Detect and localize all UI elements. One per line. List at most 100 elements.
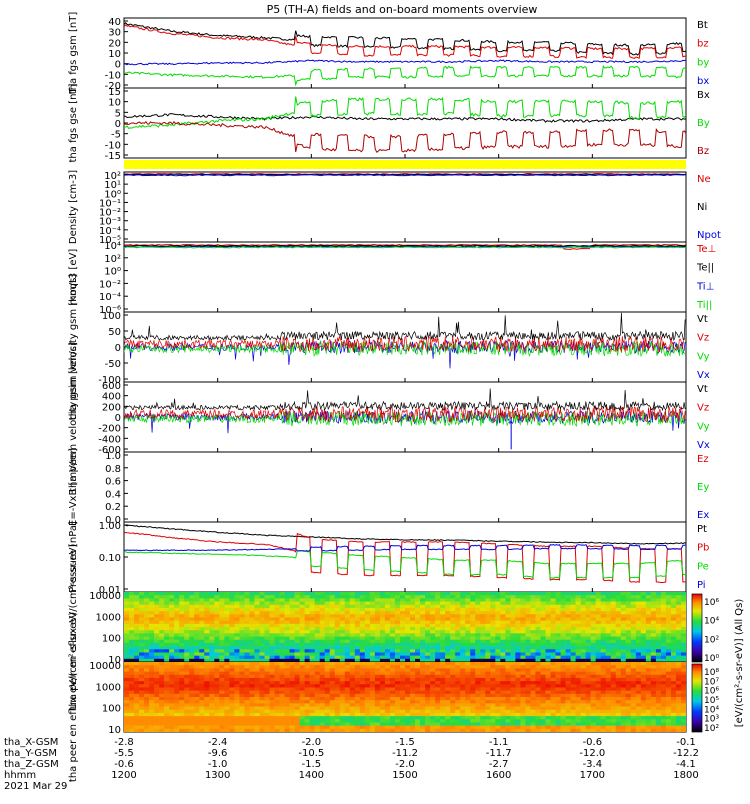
heatmap-cell [586, 668, 591, 671]
heatmap-cell [530, 691, 535, 694]
heatmap-cell [370, 652, 375, 655]
heatmap-cell [636, 624, 641, 627]
heatmap-cell [179, 605, 184, 608]
heatmap-cell [375, 652, 380, 655]
heatmap-cell [561, 595, 566, 598]
y-tick-label: 100 [102, 704, 121, 715]
heatmap-cell [164, 668, 169, 671]
heatmap-cell [415, 665, 420, 668]
heatmap-cell [510, 694, 515, 697]
heatmap-cell [350, 710, 355, 713]
heatmap-cell [556, 722, 561, 725]
heatmap-cell [199, 656, 204, 659]
heatmap-cell [169, 652, 174, 655]
heatmap-cell [360, 672, 365, 675]
heatmap-cell [666, 649, 671, 652]
heatmap-cell [335, 614, 340, 617]
heatmap-cell [209, 595, 214, 598]
heatmap-cell [500, 716, 505, 719]
heatmap-cell [209, 598, 214, 601]
heatmap-cell [435, 668, 440, 671]
heatmap-cell [525, 602, 530, 605]
heatmap-cell [485, 681, 490, 684]
heatmap-cell [435, 691, 440, 694]
heatmap-cell [666, 605, 671, 608]
heatmap-cell [420, 678, 425, 681]
y-tick-label: 0.8 [105, 464, 121, 475]
heatmap-cell [616, 627, 621, 630]
heatmap-cell [169, 621, 174, 624]
heatmap-cell [259, 710, 264, 713]
heatmap-cell [621, 598, 626, 601]
heatmap-cell [606, 694, 611, 697]
heatmap-cell [581, 665, 586, 668]
heatmap-cell [551, 656, 556, 659]
heatmap-cell [365, 640, 370, 643]
heatmap-cell [485, 640, 490, 643]
heatmap-cell [340, 643, 345, 646]
heatmap-cell [525, 598, 530, 601]
heatmap-cell [445, 617, 450, 620]
heatmap-cell [234, 592, 239, 595]
heatmap-cell [249, 675, 254, 678]
heatmap-cell [199, 681, 204, 684]
heatmap-cell [430, 646, 435, 649]
heatmap-cell [174, 633, 179, 636]
heatmap-cell [646, 605, 651, 608]
heatmap-cell [546, 637, 551, 640]
heatmap-cell [244, 640, 249, 643]
heatmap-cell [651, 630, 656, 633]
heatmap-cell [535, 621, 540, 624]
heatmap-cell [335, 611, 340, 614]
heatmap-cell [124, 675, 129, 678]
heatmap-cell [365, 703, 370, 706]
heatmap-cell [440, 633, 445, 636]
heatmap-cell [330, 630, 335, 633]
heatmap-cell [490, 729, 495, 732]
heatmap-cell [174, 681, 179, 684]
heatmap-cell [606, 710, 611, 713]
heatmap-cell [124, 691, 129, 694]
heatmap-cell [270, 627, 275, 630]
heatmap-cell [390, 652, 395, 655]
heatmap-cell [495, 722, 500, 725]
heatmap-cell [199, 694, 204, 697]
heatmap-cell [184, 598, 189, 601]
heatmap-cell [490, 700, 495, 703]
heatmap-cell [450, 602, 455, 605]
heatmap-cell [566, 624, 571, 627]
heatmap-cell [405, 665, 410, 668]
heatmap-cell [576, 687, 581, 690]
heatmap-cell [275, 675, 280, 678]
heatmap-cell [425, 602, 430, 605]
heatmap-cell [129, 665, 134, 668]
heatmap-cell [520, 595, 525, 598]
heatmap-cell [430, 687, 435, 690]
heatmap-cell [500, 617, 505, 620]
heatmap-cell [209, 617, 214, 620]
heatmap-cell [460, 710, 465, 713]
heatmap-cell [295, 643, 300, 646]
heatmap-cell [330, 652, 335, 655]
heatmap-cell [651, 605, 656, 608]
heatmap-cell [465, 617, 470, 620]
heatmap-cell [149, 598, 154, 601]
heatmap-cell [285, 656, 290, 659]
heatmap-cell [450, 611, 455, 614]
heatmap-cell [249, 646, 254, 649]
heatmap-cell [285, 649, 290, 652]
heatmap-cell [510, 614, 515, 617]
heatmap-cell [621, 687, 626, 690]
heatmap-cell [535, 668, 540, 671]
heatmap-cell [495, 681, 500, 684]
heatmap-cell [636, 662, 641, 665]
heatmap-cell [520, 592, 525, 595]
heatmap-cell [535, 646, 540, 649]
heatmap-cell [591, 640, 596, 643]
heatmap-cell [586, 710, 591, 713]
heatmap-cell [435, 722, 440, 725]
heatmap-cell [340, 700, 345, 703]
heatmap-cell [139, 707, 144, 710]
heatmap-cell [435, 678, 440, 681]
heatmap-cell [124, 678, 129, 681]
